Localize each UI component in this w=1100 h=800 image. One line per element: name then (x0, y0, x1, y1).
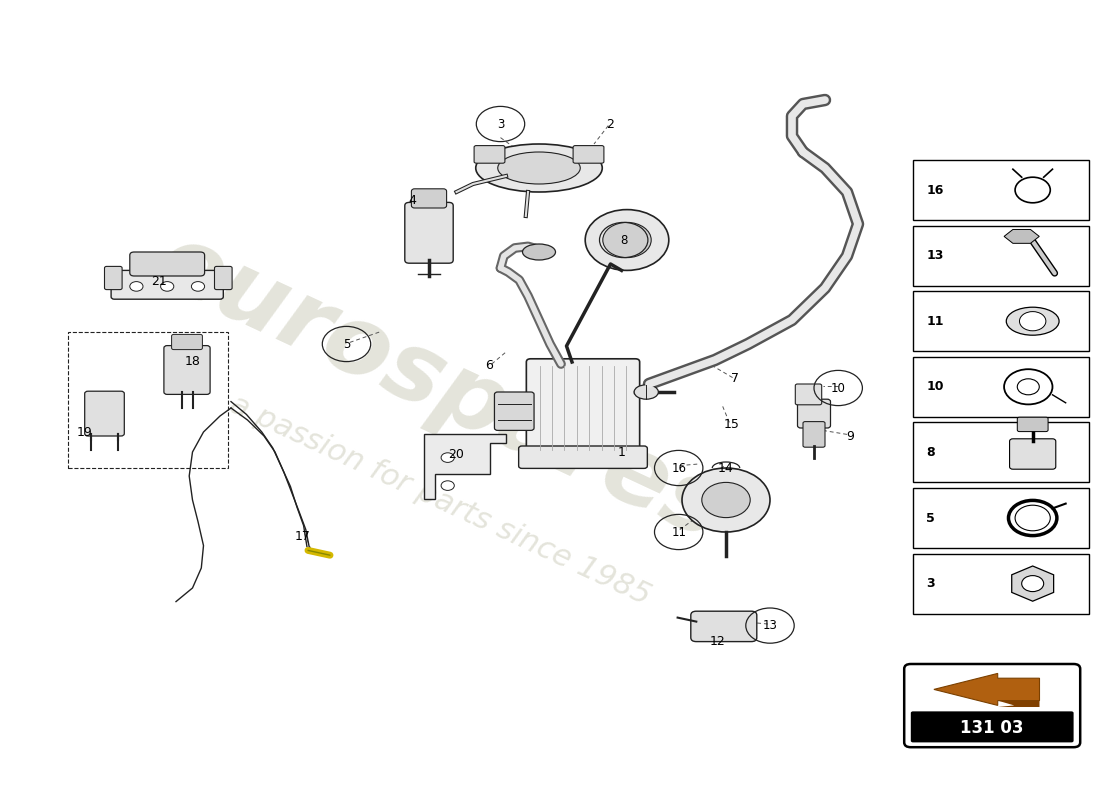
Text: 7: 7 (730, 372, 739, 385)
Text: 21: 21 (152, 275, 167, 288)
FancyBboxPatch shape (1010, 438, 1056, 469)
Text: 10: 10 (926, 380, 944, 394)
Ellipse shape (475, 144, 603, 192)
Bar (913, 422, 1089, 482)
FancyBboxPatch shape (104, 266, 122, 290)
Text: 5: 5 (926, 511, 935, 525)
Text: 12: 12 (710, 635, 725, 648)
Bar (913, 226, 1089, 286)
Circle shape (441, 453, 454, 462)
Text: 19: 19 (77, 426, 92, 438)
Circle shape (585, 210, 669, 270)
FancyBboxPatch shape (573, 146, 604, 163)
Bar (68, 332, 228, 468)
Circle shape (603, 222, 651, 258)
Polygon shape (998, 701, 1040, 707)
Text: 15: 15 (724, 418, 739, 430)
Text: 8: 8 (620, 234, 627, 246)
FancyBboxPatch shape (495, 392, 534, 430)
FancyBboxPatch shape (798, 399, 830, 428)
Text: 1: 1 (617, 446, 626, 458)
Text: 3: 3 (497, 118, 504, 130)
Text: 3: 3 (926, 577, 935, 590)
Bar (913, 488, 1089, 548)
Ellipse shape (634, 385, 658, 399)
Text: a passion for parts since 1985: a passion for parts since 1985 (226, 390, 654, 610)
Polygon shape (424, 434, 506, 499)
FancyBboxPatch shape (411, 189, 447, 208)
FancyBboxPatch shape (405, 202, 453, 263)
Circle shape (682, 468, 770, 532)
Text: 131 03: 131 03 (960, 718, 1024, 737)
Bar (913, 160, 1089, 220)
FancyBboxPatch shape (691, 611, 757, 642)
FancyBboxPatch shape (85, 391, 124, 436)
Text: 13: 13 (926, 249, 944, 262)
Text: 10: 10 (830, 382, 846, 394)
Polygon shape (1012, 566, 1054, 602)
Bar (913, 357, 1089, 417)
Circle shape (130, 282, 143, 291)
Text: 4: 4 (408, 194, 417, 206)
Circle shape (1022, 576, 1044, 592)
Bar (913, 291, 1089, 351)
Text: 11: 11 (926, 314, 944, 328)
FancyBboxPatch shape (214, 266, 232, 290)
Circle shape (441, 481, 454, 490)
FancyBboxPatch shape (527, 358, 640, 457)
FancyBboxPatch shape (164, 346, 210, 394)
Text: 13: 13 (762, 619, 778, 632)
Text: 16: 16 (671, 462, 686, 474)
FancyBboxPatch shape (172, 334, 202, 350)
Circle shape (191, 282, 205, 291)
FancyBboxPatch shape (795, 384, 822, 405)
Text: 5: 5 (343, 338, 350, 350)
Text: 6: 6 (485, 359, 494, 372)
Text: eurospares: eurospares (142, 216, 738, 560)
Text: 20: 20 (449, 448, 464, 461)
FancyBboxPatch shape (474, 146, 505, 163)
FancyBboxPatch shape (519, 446, 647, 469)
Text: 2: 2 (606, 118, 615, 130)
FancyBboxPatch shape (1018, 418, 1048, 431)
Text: 18: 18 (185, 355, 200, 368)
FancyBboxPatch shape (803, 422, 825, 447)
Ellipse shape (522, 244, 556, 260)
FancyBboxPatch shape (904, 664, 1080, 747)
Bar (913, 554, 1089, 614)
FancyBboxPatch shape (911, 711, 1074, 742)
FancyBboxPatch shape (130, 252, 205, 276)
Polygon shape (934, 674, 1040, 706)
FancyBboxPatch shape (111, 270, 223, 299)
Text: 8: 8 (926, 446, 935, 459)
Text: 16: 16 (926, 183, 944, 197)
Ellipse shape (1006, 307, 1059, 335)
Polygon shape (1004, 230, 1040, 243)
Circle shape (702, 482, 750, 518)
Circle shape (161, 282, 174, 291)
Text: 17: 17 (295, 530, 310, 542)
Text: 9: 9 (846, 430, 855, 442)
Circle shape (1020, 311, 1046, 331)
Text: 11: 11 (671, 526, 686, 538)
Text: 14: 14 (718, 462, 734, 474)
Ellipse shape (497, 152, 581, 184)
